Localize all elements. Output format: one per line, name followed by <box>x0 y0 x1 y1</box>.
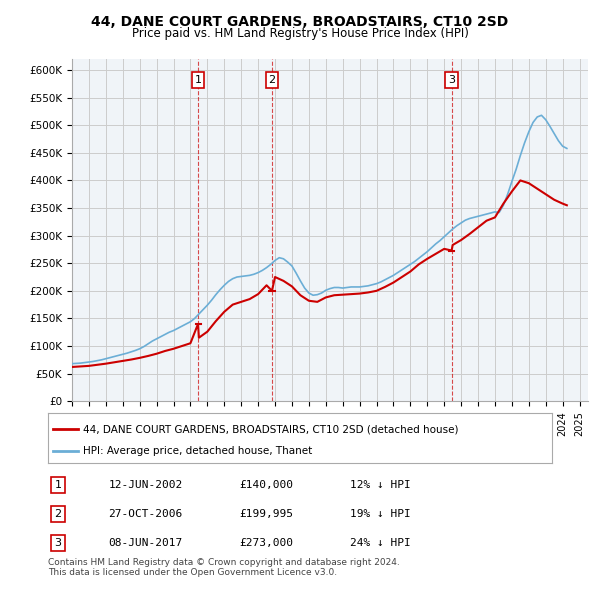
Text: 27-OCT-2006: 27-OCT-2006 <box>109 509 183 519</box>
Text: 1: 1 <box>55 480 62 490</box>
Text: 1: 1 <box>194 75 202 85</box>
Text: £273,000: £273,000 <box>239 538 293 548</box>
Text: 3: 3 <box>448 75 455 85</box>
Text: £140,000: £140,000 <box>239 480 293 490</box>
Text: 12-JUN-2002: 12-JUN-2002 <box>109 480 183 490</box>
Text: 12% ↓ HPI: 12% ↓ HPI <box>350 480 411 490</box>
Text: £199,995: £199,995 <box>239 509 293 519</box>
Text: 24% ↓ HPI: 24% ↓ HPI <box>350 538 411 548</box>
Text: 44, DANE COURT GARDENS, BROADSTAIRS, CT10 2SD (detached house): 44, DANE COURT GARDENS, BROADSTAIRS, CT1… <box>83 424 459 434</box>
Text: HPI: Average price, detached house, Thanet: HPI: Average price, detached house, Than… <box>83 445 313 455</box>
Text: 2: 2 <box>268 75 275 85</box>
Text: 08-JUN-2017: 08-JUN-2017 <box>109 538 183 548</box>
Text: 19% ↓ HPI: 19% ↓ HPI <box>350 509 411 519</box>
Text: 3: 3 <box>55 538 62 548</box>
Text: 44, DANE COURT GARDENS, BROADSTAIRS, CT10 2SD: 44, DANE COURT GARDENS, BROADSTAIRS, CT1… <box>91 15 509 29</box>
Text: Contains HM Land Registry data © Crown copyright and database right 2024.
This d: Contains HM Land Registry data © Crown c… <box>48 558 400 577</box>
Text: Price paid vs. HM Land Registry's House Price Index (HPI): Price paid vs. HM Land Registry's House … <box>131 27 469 40</box>
Text: 2: 2 <box>55 509 62 519</box>
